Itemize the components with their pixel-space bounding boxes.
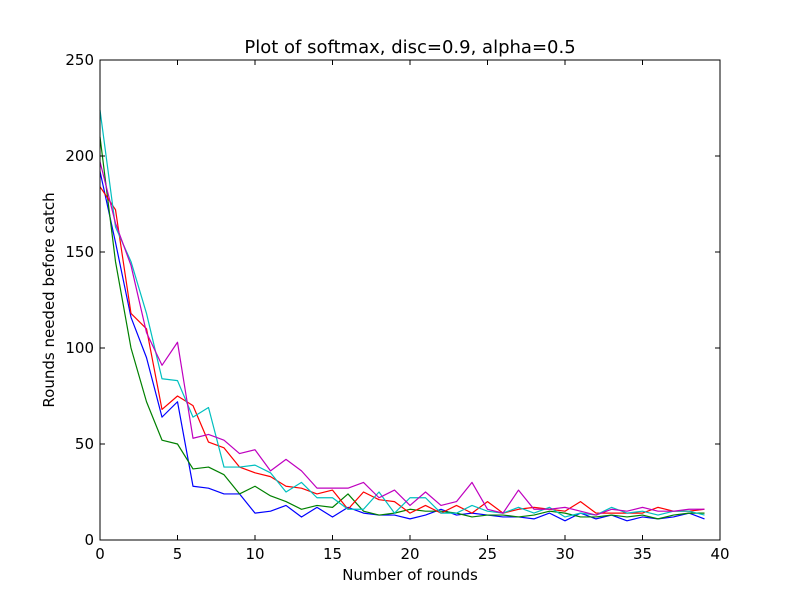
y-tick-label: 100 — [65, 339, 94, 357]
x-axis-title: Number of rounds — [342, 566, 478, 584]
ticks-layer: 0 5 10 15 20 25 30 35 40 0 50 100 150 200 250 — [65, 51, 729, 563]
y-tick-label: 50 — [75, 435, 94, 453]
x-tick-label: 40 — [710, 545, 729, 563]
x-tick-label: 25 — [478, 545, 497, 563]
series-layer — [99, 109, 705, 522]
x-tick-label: 20 — [400, 545, 419, 563]
series-line-4 — [99, 109, 705, 518]
y-tick-label: 0 — [84, 531, 94, 549]
series-line-5 — [99, 161, 705, 516]
plot-area-frame — [99, 59, 721, 541]
y-axis-title: Rounds needed before catch — [40, 192, 58, 407]
series-line-1 — [99, 171, 705, 522]
x-tick-label: 5 — [173, 545, 183, 563]
x-tick-label: 35 — [633, 545, 652, 563]
chart-title: Plot of softmax, disc=0.9, alpha=0.5 — [244, 37, 575, 58]
x-tick-label: 15 — [323, 545, 342, 563]
y-tick-label: 200 — [65, 147, 94, 165]
x-tick-label: 0 — [95, 545, 105, 563]
x-tick-label: 30 — [555, 545, 574, 563]
y-tick-label: 250 — [65, 51, 94, 69]
x-tick-label: 10 — [245, 545, 264, 563]
y-tick-label: 150 — [65, 243, 94, 261]
series-line-3 — [99, 186, 705, 514]
series-line-2 — [99, 136, 705, 520]
